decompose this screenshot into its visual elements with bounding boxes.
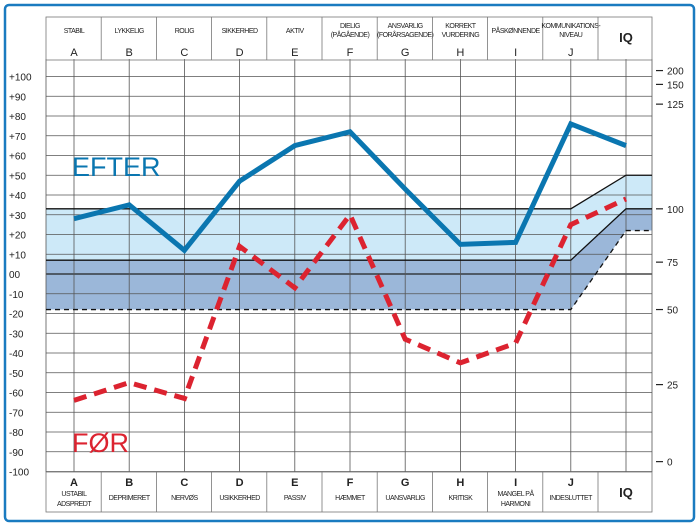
- footer-trait-label: KRITISK: [449, 495, 474, 502]
- band-middle-line: [46, 208, 652, 261]
- footer-trait-label: USTABIL: [61, 491, 87, 498]
- footer-category-letter: B: [125, 477, 133, 489]
- left-axis-tick-label: +30: [9, 211, 26, 222]
- header-trait-label: PÅSKØNNENDE: [492, 26, 541, 35]
- left-axis-tick-label: +70: [9, 132, 26, 143]
- footer-trait-label: USIKKERHED: [219, 495, 260, 502]
- header-category-letter: E: [291, 47, 298, 59]
- left-axis-tick-label: -60: [9, 389, 24, 400]
- upper-band: [46, 175, 652, 261]
- footer-iq-label: IQ: [619, 485, 633, 500]
- header-category-letter: D: [236, 47, 244, 59]
- left-axis-tick-label: -50: [9, 369, 24, 380]
- footer-trait-label: DEPRIMERET: [109, 495, 151, 502]
- footer-trait-label: ADSPREDT: [57, 501, 92, 508]
- header-trait-label: NIVEAU: [559, 32, 583, 39]
- footer-category-letter: D: [236, 477, 244, 489]
- header-iq-label: IQ: [619, 30, 633, 45]
- header-category-letter: F: [347, 47, 354, 59]
- series-line-foer: [73, 196, 628, 403]
- footer-trait-label: NERVØS: [171, 495, 198, 502]
- footer-trait-label: HARMONI: [501, 501, 531, 508]
- left-axis-tick-label: -80: [9, 428, 24, 439]
- header-category-letter: C: [180, 47, 188, 59]
- lower-band: [46, 208, 652, 310]
- footer-trait-label: MANGEL PÅ: [498, 489, 535, 498]
- left-axis-tick-label: +80: [9, 112, 26, 123]
- left-axis-tick-label: -10: [9, 290, 24, 301]
- header-category-letter: B: [126, 47, 133, 59]
- footer-category-letter: E: [291, 477, 298, 489]
- left-axis-tick-label: +60: [9, 152, 26, 163]
- header-category-letter: A: [70, 47, 78, 59]
- right-axis-tick-label: 75: [667, 258, 679, 269]
- right-axis-tick-label: 125: [667, 100, 684, 111]
- left-axis-tick-label: +50: [9, 171, 26, 182]
- band-bottom-dashed-line: [46, 229, 652, 311]
- band-top-line: [46, 174, 652, 210]
- footer-trait-label: PASSIV: [284, 495, 307, 502]
- header-category-letter: H: [456, 47, 464, 59]
- footer-trait-label: INDESLUTTET: [550, 495, 594, 502]
- header-box: [45, 16, 653, 61]
- outer-frame: [3, 3, 696, 523]
- right-axis-tick-label: 200: [667, 67, 684, 78]
- left-axis-tick-label: -70: [9, 408, 24, 419]
- footer-category-letter: H: [456, 477, 464, 489]
- header-trait-label: (PÅGÅENDE): [331, 30, 370, 39]
- left-axis-tick-label: +20: [9, 231, 26, 242]
- footer-category-letter: I: [514, 477, 517, 489]
- left-axis-tick-label: -100: [9, 468, 29, 479]
- header-trait-label: VURDERING: [442, 32, 480, 39]
- right-axis-tick-label: 50: [667, 306, 679, 317]
- header-trait-label: DIELIG: [340, 23, 360, 30]
- header-trait-label: ROLIG: [175, 28, 194, 35]
- footer-category-letter: C: [180, 477, 188, 489]
- right-axis-tick-label: 25: [667, 381, 679, 392]
- header-trait-label: STABIL: [64, 28, 85, 35]
- footer-trait-label: UANSVARLIG: [385, 495, 425, 502]
- header-trait-label: KORREKT: [445, 23, 477, 30]
- right-axis-tick-label: 100: [667, 205, 684, 216]
- footer-category-letter: G: [401, 477, 410, 489]
- left-axis-tick-label: 00: [9, 270, 21, 281]
- left-axis-tick-label: -40: [9, 349, 24, 360]
- left-axis-tick-label: +100: [9, 73, 32, 84]
- footer-trait-label: HÆMMET: [335, 495, 366, 502]
- header-trait-label: SIKKERHED: [222, 28, 258, 35]
- header-trait-label: (FORÅRSAGENDE): [377, 30, 434, 39]
- left-axis-tick-label: -20: [9, 310, 24, 321]
- right-axis-tick-label: 150: [667, 80, 684, 91]
- header-category-letter: J: [568, 47, 574, 59]
- header-trait-label: KOMMUNIKATIONS-: [541, 23, 601, 30]
- left-axis-tick-label: -30: [9, 329, 24, 340]
- left-axis-tick-label: +40: [9, 191, 26, 202]
- right-axis-tick-label: 0: [667, 458, 673, 469]
- footer-category-letter: A: [70, 477, 78, 489]
- header-trait-label: AKTIV: [286, 28, 305, 35]
- header-trait-label: LYKKELIG: [115, 28, 144, 35]
- left-axis-tick-label: -90: [9, 448, 24, 459]
- footer-category-letter: F: [347, 477, 354, 489]
- footer-box: [45, 471, 653, 513]
- footer-category-letter: J: [568, 477, 574, 489]
- series-label-foer: FØR: [72, 428, 129, 458]
- left-axis-tick-label: +90: [9, 92, 26, 103]
- series-label-efter: EFTER: [72, 152, 161, 182]
- left-axis-tick-label: +10: [9, 250, 26, 261]
- header-category-letter: G: [401, 47, 410, 59]
- header-category-letter: I: [514, 47, 517, 59]
- header-trait-label: ANSVARLIG: [388, 23, 423, 30]
